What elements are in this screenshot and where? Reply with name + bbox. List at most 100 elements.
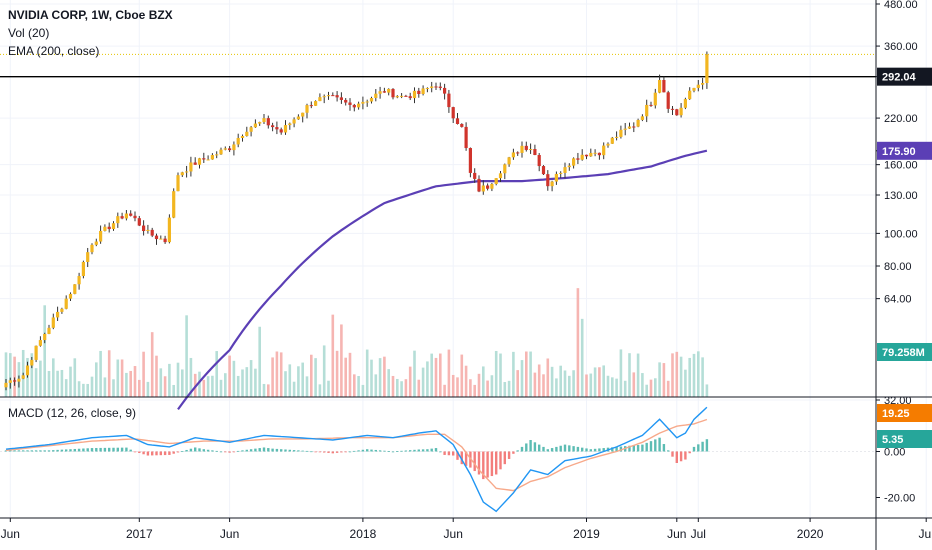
- volume-bar: [559, 365, 562, 397]
- candle-body: [331, 95, 335, 97]
- candle-body: [326, 95, 331, 97]
- candle-body: [94, 241, 98, 245]
- volume-bar: [129, 370, 132, 397]
- volume-bar: [159, 368, 163, 397]
- macd-histogram-bar: [378, 450, 382, 452]
- volume-bar: [155, 355, 158, 397]
- candle-body: [688, 90, 692, 100]
- macd-histogram-bar: [684, 451, 687, 460]
- volume-bar: [181, 369, 184, 397]
- volume-bar: [593, 367, 597, 397]
- candle-body: [632, 126, 636, 128]
- volume-bar: [271, 357, 274, 397]
- candle-body: [13, 380, 17, 382]
- macd-histogram-bar: [194, 447, 197, 452]
- volume-bar: [236, 375, 240, 397]
- volume-bar: [249, 360, 253, 397]
- volume-bar: [198, 371, 201, 397]
- volume-bar: [69, 366, 72, 397]
- macd-histogram-bar: [482, 451, 485, 480]
- price-tick-label: 64.00: [884, 294, 912, 306]
- price-tick-label: 360.00: [884, 41, 918, 53]
- candle-body: [124, 213, 128, 219]
- volume-bar: [305, 376, 309, 397]
- price-tick-label: 100.00: [884, 228, 918, 240]
- macd-histogram-bar: [224, 451, 227, 453]
- volume-bar: [585, 374, 588, 397]
- candle-body: [17, 378, 21, 382]
- candle-body: [498, 173, 503, 179]
- macd-histogram-bar: [65, 449, 68, 452]
- macd-histogram-bar: [568, 445, 571, 452]
- volume-bar: [206, 376, 210, 397]
- candle-body: [30, 359, 34, 366]
- legend-ema[interactable]: EMA (200, close): [8, 44, 100, 58]
- macd-histogram-bar: [249, 449, 253, 452]
- volume-bar: [176, 362, 180, 397]
- macd-histogram-bar: [400, 450, 403, 452]
- macd-histogram-bar: [254, 448, 257, 452]
- volume-bar: [331, 314, 335, 397]
- candle-body: [193, 162, 197, 165]
- macd-histogram-bar: [90, 448, 94, 452]
- candle-body: [197, 158, 202, 165]
- legend-macd[interactable]: MACD (12, 26, close, 9): [8, 406, 137, 420]
- candle-body: [56, 311, 60, 318]
- candle-body: [584, 154, 589, 157]
- macd-histogram-bar: [443, 451, 446, 455]
- volume-bar: [469, 379, 472, 397]
- candle-body: [206, 159, 210, 161]
- candle-body: [572, 158, 576, 166]
- candle-body: [129, 213, 133, 216]
- candle-body: [464, 126, 468, 149]
- macd-histogram-bar: [245, 449, 248, 452]
- candle-body: [180, 172, 184, 176]
- macd-histogram-bar: [26, 450, 29, 452]
- candle-body: [292, 119, 296, 124]
- price-tick-label: 80.00: [884, 261, 912, 273]
- macd-histogram-bar: [314, 451, 317, 453]
- volume-bar: [254, 368, 257, 397]
- macd-histogram-bar: [512, 451, 515, 454]
- macd-histogram-bar: [125, 447, 128, 452]
- candle-body: [636, 119, 640, 127]
- volume-bar: [275, 351, 279, 397]
- volume-bar: [107, 350, 111, 397]
- volume-bar: [606, 375, 610, 397]
- candle-body: [111, 223, 116, 230]
- volume-bar: [512, 351, 515, 397]
- candle-body: [90, 244, 94, 253]
- macd-tick-label: 0.00: [884, 447, 905, 459]
- macd-histogram-bar: [409, 450, 412, 452]
- macd-histogram-bar: [447, 451, 451, 456]
- candle-body: [228, 148, 232, 151]
- legend-title[interactable]: NVIDIA CORP, 1W, Cboe BZX: [8, 8, 173, 22]
- ema-200-line: [177, 149, 708, 411]
- candle-body: [447, 93, 451, 108]
- macd-histogram-bar: [86, 448, 89, 452]
- volume-bar: [701, 357, 704, 397]
- volume-bar: [387, 369, 390, 397]
- macd-histogram-bar: [310, 451, 313, 453]
- candle-body: [335, 95, 339, 98]
- volume-bar: [335, 350, 339, 397]
- volume-bar: [494, 350, 498, 397]
- macd-histogram-bar: [219, 451, 223, 453]
- candle-body: [266, 118, 270, 126]
- candle-body: [619, 129, 623, 137]
- macd-histogram-bar: [52, 450, 55, 452]
- volume-bar: [103, 377, 107, 397]
- candle-body: [494, 178, 498, 184]
- candle-body: [176, 175, 180, 192]
- volume-bar: [421, 367, 425, 397]
- candle-body: [68, 293, 73, 299]
- candle-body: [318, 97, 322, 102]
- candle-body: [25, 365, 30, 376]
- candle-body: [670, 108, 675, 110]
- legend-volume[interactable]: Vol (20): [8, 26, 50, 40]
- macd-histogram-bar: [649, 441, 653, 452]
- volume-bar: [499, 353, 502, 397]
- axis-badge-label: 292.04: [882, 72, 917, 84]
- macd-histogram-bar: [284, 449, 287, 452]
- volume-bar: [658, 362, 661, 397]
